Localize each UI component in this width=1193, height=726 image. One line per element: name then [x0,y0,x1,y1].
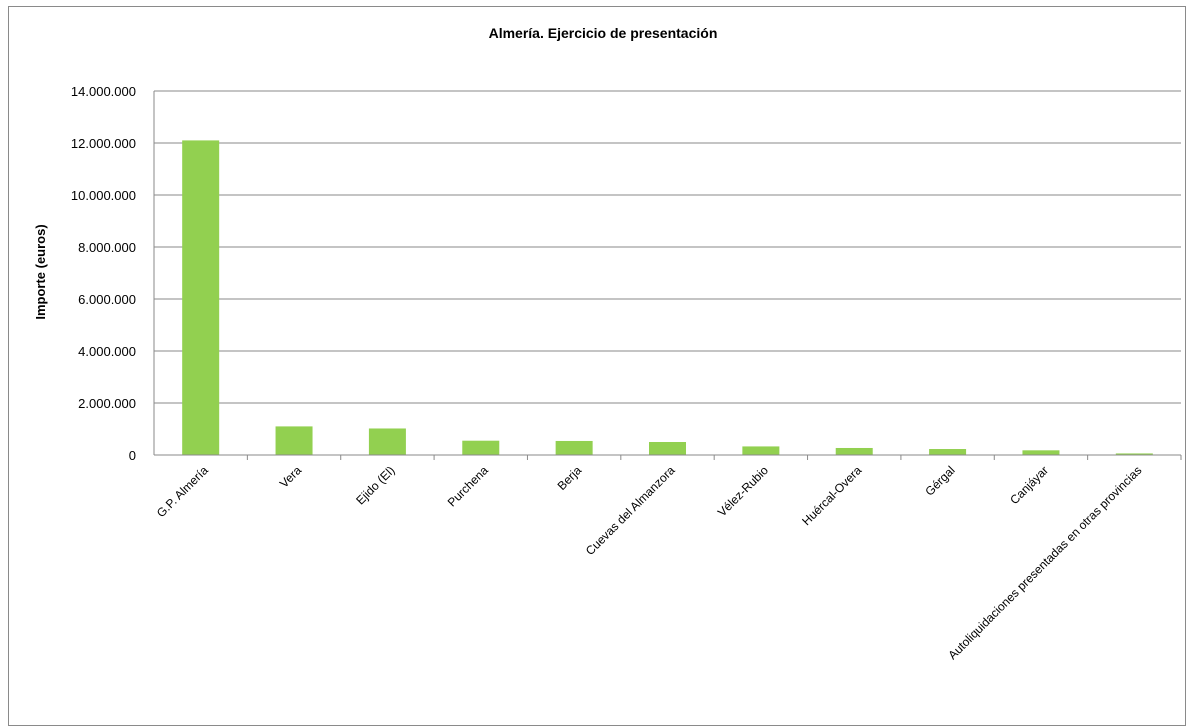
x-tick-label: Ejido (El) [353,463,397,507]
y-tick-label: 14.000.000 [71,84,136,99]
x-tick-label: Vélez-Rubio [715,463,771,519]
y-tick-label: 6.000.000 [78,292,136,307]
x-tick-label: Canjáyar [1007,463,1051,507]
bar [275,426,313,455]
x-tick-label: Berja [555,463,585,493]
bar [1022,450,1060,455]
x-tick-label: G.P. Almería [154,463,211,520]
x-tick-labels: G.P. Almería Vera Ejido (El) Purchena BerjaC… [154,455,1182,662]
bar [835,447,873,455]
bar [742,446,780,455]
bar [182,140,220,455]
gridlines [154,90,1181,404]
y-tick-label: 12.000.000 [71,136,136,151]
y-tick-label: 8.000.000 [78,240,136,255]
y-tick-label: 10.000.000 [71,188,136,203]
y-axis-label: Importe (euros) [33,224,48,319]
x-tick-label: Gérgal [922,463,957,498]
x-tick-label: Cuevas del Almanzora [583,463,678,558]
y-tick-label: 2.000.000 [78,396,136,411]
bars [182,140,1153,455]
x-tick-label: Autoliquidaciones presentadas en otras p… [945,463,1144,662]
x-tick-label: Vera [277,463,305,491]
bar [1115,453,1153,455]
x-tick-label: Huércal-Overa [799,463,864,528]
bar [368,428,406,455]
x-tick-label: Purchena [445,463,491,509]
y-tick-labels: 0 2.000.000 4.000.000 6.000.000 8.000.000 10.… [71,84,136,463]
bar [462,440,500,455]
bar [929,449,967,455]
chart-title: Almería. Ejercicio de presentación [489,25,718,41]
bar [649,442,686,455]
bar [555,440,593,455]
y-tick-label: 4.000.000 [78,344,136,359]
y-tick-label: 0 [129,448,136,463]
